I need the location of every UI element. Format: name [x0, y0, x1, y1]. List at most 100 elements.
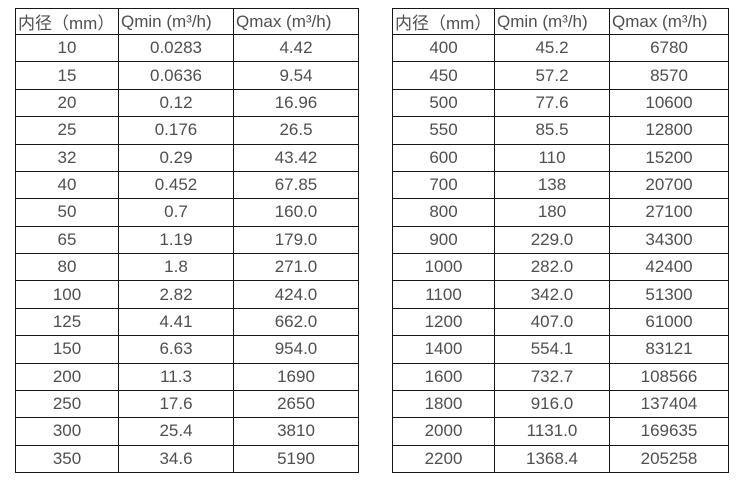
table-cell: 43.42 — [233, 143, 359, 172]
table-cell: 954.0 — [233, 335, 359, 364]
table-cell: 160.0 — [233, 198, 359, 227]
table-cell: 125 — [15, 307, 119, 337]
table-cell: 40 — [15, 170, 119, 200]
table-row: 600 110 15200 — [392, 143, 729, 172]
table-cell: 2650 — [233, 389, 359, 419]
table-cell: 10600 — [609, 88, 729, 118]
table-cell: 9.54 — [233, 61, 359, 90]
table-cell: 662.0 — [233, 307, 359, 337]
table-cell: 12800 — [609, 116, 729, 145]
table-row: 50 0.7 160.0 — [15, 198, 359, 227]
table-row: 2200 1368.4 205258 — [392, 444, 729, 474]
table-cell: 0.176 — [118, 116, 234, 145]
table-cell: 2200 — [392, 444, 495, 474]
table-cell: 45.2 — [494, 33, 610, 63]
table-row: 300 25.4 3810 — [15, 417, 359, 446]
table-cell: 350 — [15, 444, 119, 474]
table-cell: 0.0636 — [118, 61, 234, 90]
table-cell: 10 — [15, 33, 119, 63]
table-cell: 4.42 — [233, 33, 359, 63]
table-row: 900 229.0 34300 — [392, 225, 729, 255]
table-cell: 179.0 — [233, 225, 359, 255]
table-cell: 300 — [15, 417, 119, 446]
table-row: 150 6.63 954.0 — [15, 335, 359, 364]
table-cell: 0.29 — [118, 143, 234, 172]
table-row: 1600 732.7 108566 — [392, 362, 729, 391]
table-cell: 1200 — [392, 307, 495, 337]
table-row: 65 1.19 179.0 — [15, 225, 359, 255]
table-row: 125 4.41 662.0 — [15, 307, 359, 337]
table-row: 1800 916.0 137404 — [392, 389, 729, 419]
table-cell: 407.0 — [494, 307, 610, 337]
table-cell: 205258 — [609, 444, 729, 474]
table-cell: 600 — [392, 143, 495, 172]
table-cell: 0.452 — [118, 170, 234, 200]
table-cell: 6.63 — [118, 335, 234, 364]
table-row: 32 0.29 43.42 — [15, 143, 359, 172]
table-cell: 85.5 — [494, 116, 610, 145]
table-cell: 1.19 — [118, 225, 234, 255]
column-header-2: Qmax (m³/h) — [233, 8, 359, 35]
table-row: 100 2.82 424.0 — [15, 280, 359, 309]
table-cell: 342.0 — [494, 280, 610, 309]
table-cell: 57.2 — [494, 61, 610, 90]
table-cell: 1800 — [392, 389, 495, 419]
table-cell: 20 — [15, 88, 119, 118]
table-cell: 0.7 — [118, 198, 234, 227]
table-cell: 16.96 — [233, 88, 359, 118]
table-cell: 180 — [494, 198, 610, 227]
table-cell: 400 — [392, 33, 495, 63]
table-cell: 0.12 — [118, 88, 234, 118]
table-cell: 15 — [15, 61, 119, 90]
table-row: 400 45.2 6780 — [392, 33, 729, 63]
table-header-row: 内径（mm） Qmin (m³/h) Qmax (m³/h) — [15, 8, 359, 35]
table-cell: 25.4 — [118, 417, 234, 446]
column-header-2: Qmax (m³/h) — [609, 8, 729, 35]
table-cell: 2000 — [392, 417, 495, 446]
table-cell: 200 — [15, 362, 119, 391]
table-cell: 26.5 — [233, 116, 359, 145]
table-cell: 137404 — [609, 389, 729, 419]
table-cell: 83121 — [609, 335, 729, 364]
table-row: 2000 1131.0 169635 — [392, 417, 729, 446]
table-cell: 2.82 — [118, 280, 234, 309]
table-cell: 50 — [15, 198, 119, 227]
table-cell: 1100 — [392, 280, 495, 309]
column-header-1: Qmin (m³/h) — [494, 8, 610, 35]
table-row: 800 180 27100 — [392, 198, 729, 227]
table-row: 1400 554.1 83121 — [392, 335, 729, 364]
table-row: 15 0.0636 9.54 — [15, 61, 359, 90]
table-row: 200 11.3 1690 — [15, 362, 359, 391]
table-cell: 42400 — [609, 252, 729, 282]
table-cell: 11.3 — [118, 362, 234, 391]
table-cell: 150 — [15, 335, 119, 364]
table-cell: 65 — [15, 225, 119, 255]
column-header-0: 内径（mm） — [392, 8, 495, 35]
table-cell: 554.1 — [494, 335, 610, 364]
table-cell: 250 — [15, 389, 119, 419]
table-row: 1100 342.0 51300 — [392, 280, 729, 309]
table-row: 550 85.5 12800 — [392, 116, 729, 145]
table-cell: 110 — [494, 143, 610, 172]
flow-rate-table-small-diameters: 内径（mm） Qmin (m³/h) Qmax (m³/h) 10 0.0283 4.4… — [15, 8, 359, 474]
flow-rate-table-large-diameters: 内径（mm） Qmin (m³/h) Qmax (m³/h) 400 45.2 6780… — [392, 8, 729, 474]
table-cell: 1600 — [392, 362, 495, 391]
table-row: 1000 282.0 42400 — [392, 252, 729, 282]
table-cell: 700 — [392, 170, 495, 200]
table-cell: 51300 — [609, 280, 729, 309]
table-cell: 32 — [15, 143, 119, 172]
table-cell: 1400 — [392, 335, 495, 364]
table-cell: 100 — [15, 280, 119, 309]
table-cell: 229.0 — [494, 225, 610, 255]
table-row: 10 0.0283 4.42 — [15, 33, 359, 63]
table-cell: 169635 — [609, 417, 729, 446]
column-header-1: Qmin (m³/h) — [118, 8, 234, 35]
table-row: 20 0.12 16.96 — [15, 88, 359, 118]
table-cell: 800 — [392, 198, 495, 227]
table-cell: 1368.4 — [494, 444, 610, 474]
table-cell: 271.0 — [233, 252, 359, 282]
table-cell: 732.7 — [494, 362, 610, 391]
table-row: 250 17.6 2650 — [15, 389, 359, 419]
table-row: 700 138 20700 — [392, 170, 729, 200]
